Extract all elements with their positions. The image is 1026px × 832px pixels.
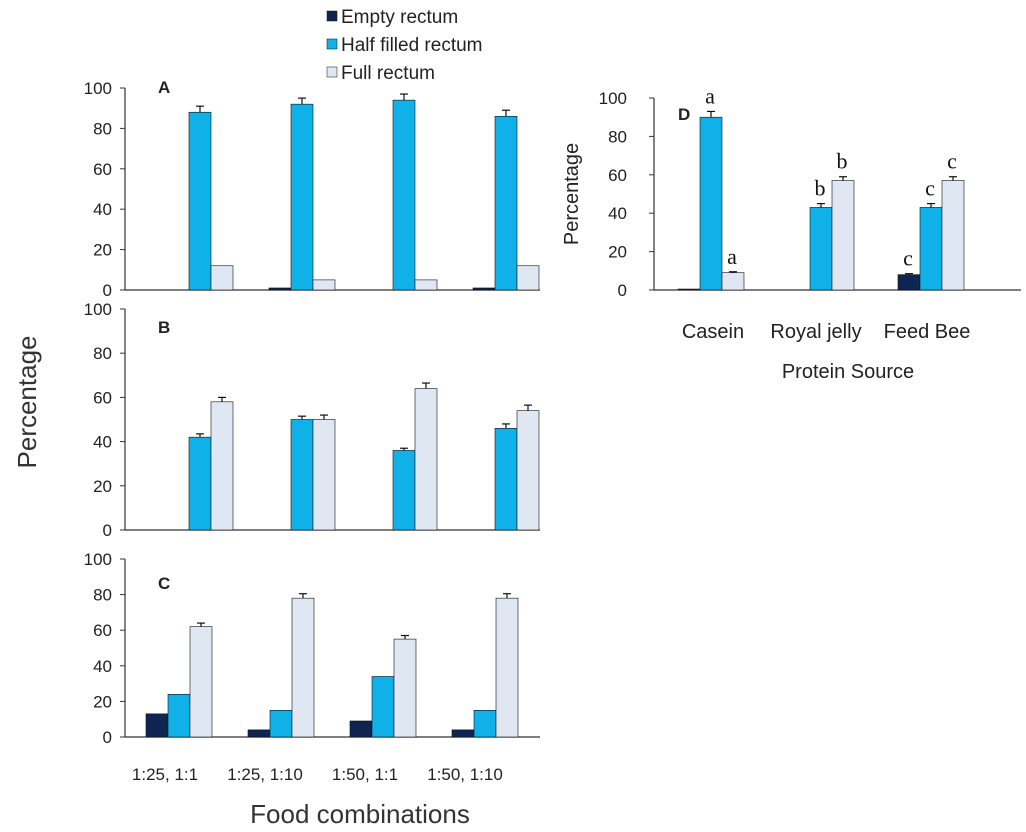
panel-c-chart: 0 20 40 60 80 100 C 1:25, 1:1 1:25, 1:10 1:50, 1:… xyxy=(84,550,540,784)
panel-c-y-tick-label: 60 xyxy=(93,621,112,640)
panel-a-bar-half xyxy=(392,99,416,291)
panel-c-bar-half xyxy=(269,709,293,738)
panel-d-bar-full xyxy=(831,180,855,291)
panel-c-bar-empty xyxy=(247,729,271,738)
panel-c-x-tick-label: 1:50, 1:10 xyxy=(427,765,503,784)
panel-b-bar-half xyxy=(494,428,518,531)
panel-c-bar-full xyxy=(291,597,315,738)
panel-a-y-tick-label: 100 xyxy=(84,79,112,98)
panel-b-y-tick-label: 100 xyxy=(84,300,112,319)
panel-a-y-tick-label: 80 xyxy=(93,119,112,138)
panel-d-significance-label: a xyxy=(705,83,715,108)
panel-c-bar-full xyxy=(393,638,417,738)
panel-b-y-tick-label: 60 xyxy=(93,388,112,407)
legend-swatch-half xyxy=(326,38,338,50)
panel-d-significance-label: a xyxy=(727,244,737,269)
panel-d-bar-half xyxy=(809,207,833,291)
panel-b-bar-full xyxy=(414,388,438,531)
panel-d-x-tick-label: Feed Bee xyxy=(884,321,971,343)
panel-d-significance-label: c xyxy=(903,246,913,271)
panel-c-y-tick-label: 20 xyxy=(93,692,112,711)
panel-c-bar-half xyxy=(473,709,497,738)
panel-b-bar-half xyxy=(290,419,314,531)
panel-d-y-tick-label: 60 xyxy=(608,166,627,185)
panel-b-y-tick-label: 20 xyxy=(93,477,112,496)
panel-c-y-tick-label: 40 xyxy=(93,657,112,676)
panel-b-y-tick-label: 0 xyxy=(103,521,112,540)
panel-b-y-tick-label: 40 xyxy=(93,433,112,452)
panel-c-letter: C xyxy=(158,574,170,593)
legend-swatch-full xyxy=(326,66,338,78)
panel-c-bar-half xyxy=(371,676,395,738)
panel-c-y-tick-label: 80 xyxy=(93,586,112,605)
panel-a-y-tick-label: 40 xyxy=(93,200,112,219)
panel-c-y-tick-label: 0 xyxy=(103,728,112,747)
panel-c-bar-half xyxy=(167,693,191,738)
panel-c-x-tick-label: 1:25, 1:10 xyxy=(227,765,303,784)
panel-d-bar-half xyxy=(919,207,943,291)
panel-d-y-tick-label: 100 xyxy=(599,89,627,108)
panel-a-y-tick-label: 60 xyxy=(93,160,112,179)
left-x-axis-title: Food combinations xyxy=(250,799,470,829)
panel-b-bar-half xyxy=(392,450,416,531)
panel-a-bar-full xyxy=(516,265,540,291)
panel-b-bar-half xyxy=(188,436,212,531)
panel-d-letter: D xyxy=(678,105,690,124)
panel-b-bar-full xyxy=(516,410,540,531)
panel-d-significance-label: b xyxy=(815,176,826,201)
panel-a-y-tick-label: 20 xyxy=(93,241,112,260)
panel-a-bar-full xyxy=(312,279,336,291)
panel-d-y-tick-label: 20 xyxy=(608,243,627,262)
legend-swatch-empty xyxy=(326,10,338,22)
panel-a-bar-full xyxy=(210,265,234,291)
panel-d-bar-full xyxy=(721,272,745,291)
panel-d-significance-label: c xyxy=(947,149,957,174)
panel-a-letter: A xyxy=(158,78,170,97)
panel-a-bar-full xyxy=(414,279,438,291)
panel-d-x-tick-label: Casein xyxy=(682,321,744,343)
legend-label-half: Half filled rectum xyxy=(341,35,483,56)
panel-d-y-tick-label: 40 xyxy=(608,204,627,223)
panel-d-y-axis-title: Percentage xyxy=(561,143,583,245)
panel-d-y-tick-label: 0 xyxy=(618,281,627,300)
panel-d-x-tick-label: Royal jelly xyxy=(770,321,861,343)
panel-a-bar-half xyxy=(188,111,212,291)
panel-d-bar-full xyxy=(941,180,965,291)
panel-d-bar-empty xyxy=(897,274,921,291)
panel-a-bar-half xyxy=(494,115,518,291)
panel-c-x-tick-label: 1:50, 1:1 xyxy=(332,765,398,784)
panel-b-bar-full xyxy=(312,419,336,531)
panel-d-significance-label: b xyxy=(837,149,848,174)
panel-d-bar-half xyxy=(699,116,723,291)
panel-b-letter: B xyxy=(158,318,170,337)
panel-b-chart: 0 20 40 60 80 100 B xyxy=(84,300,540,540)
legend: Empty rectum Half filled rectum Full rec… xyxy=(326,7,483,84)
panel-c-y-tick-label: 100 xyxy=(84,550,112,569)
legend-label-empty: Empty rectum xyxy=(341,7,458,28)
panel-d-bar-empty xyxy=(677,288,701,291)
panel-c-bar-empty xyxy=(451,729,475,738)
left-y-axis-title: Percentage xyxy=(12,336,42,469)
panel-c-bar-empty xyxy=(349,720,373,738)
panel-c-bar-empty xyxy=(145,713,169,738)
panel-c-bar-full xyxy=(189,626,213,738)
panel-d-y-tick-label: 80 xyxy=(608,127,627,146)
panel-c-bar-full xyxy=(495,597,519,738)
panel-a-chart: 0 20 40 60 80 100 A xyxy=(84,78,540,300)
legend-label-full: Full rectum xyxy=(341,63,435,84)
panel-a-y-tick-label: 0 xyxy=(103,281,112,300)
panel-a-bar-empty xyxy=(268,287,292,291)
panel-b-y-tick-label: 80 xyxy=(93,344,112,363)
panel-d-significance-label: c xyxy=(925,176,935,201)
panel-a-bar-half xyxy=(290,103,314,291)
panel-b-bar-full xyxy=(210,401,234,531)
panel-a-bar-empty xyxy=(472,287,496,291)
panel-c-x-tick-label: 1:25, 1:1 xyxy=(132,765,198,784)
panel-d-x-axis-title: Protein Source xyxy=(782,361,914,383)
